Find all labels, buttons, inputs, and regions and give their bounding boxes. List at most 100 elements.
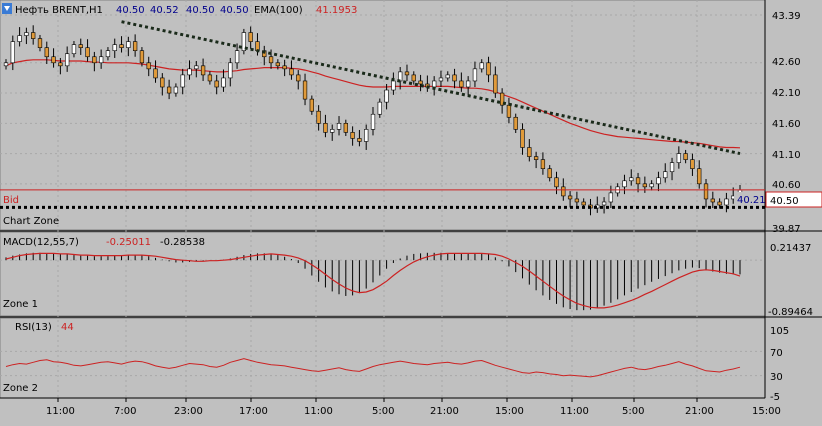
candle: [132, 34, 138, 57]
candle-body: [146, 62, 151, 70]
rsi-line: [5, 358, 741, 378]
time-tick: 11:00: [304, 406, 333, 417]
price-tick: 39.87: [772, 224, 801, 235]
candle-body: [200, 65, 206, 76]
candle-body: [601, 201, 607, 206]
candles-layer: [3, 25, 743, 216]
ema-value: 41.1953: [316, 5, 357, 16]
macd-value-1: -0.25011: [106, 237, 151, 248]
macd-label: MACD(12,55,7): [3, 237, 79, 248]
candle-body: [51, 56, 56, 64]
candle-body: [105, 50, 111, 58]
bid-price-value: 40.50: [770, 196, 799, 207]
candle-body: [78, 44, 83, 48]
candle-body: [173, 86, 179, 94]
candle-body: [465, 80, 471, 88]
candle-body: [452, 74, 457, 82]
candle-body: [499, 92, 505, 106]
candle-body: [296, 74, 301, 82]
candle-body: [248, 32, 253, 42]
candle: [200, 58, 206, 81]
candle: [438, 70, 444, 88]
time-tick: 5:00: [622, 406, 644, 417]
price-tick: 43.39: [772, 11, 801, 22]
candle-body: [343, 123, 348, 133]
candle-body: [391, 80, 396, 91]
candle-body: [608, 192, 614, 203]
candle-body: [527, 147, 532, 157]
candle-body: [323, 123, 328, 133]
ohlc-low: 40.50: [186, 5, 215, 16]
ema-line: [5, 59, 741, 149]
candle: [92, 51, 97, 72]
candle: [418, 74, 423, 92]
ohlc-close: 40.50: [220, 5, 249, 16]
macd-zone-label: Zone 1: [3, 299, 38, 310]
ema-label: EMA(100): [254, 5, 303, 16]
candle-body: [703, 183, 709, 200]
candle-body: [438, 77, 444, 82]
candle: [601, 197, 607, 214]
candle: [309, 95, 314, 115]
candle: [31, 25, 36, 45]
time-tick: 11:00: [46, 406, 75, 417]
candle-body: [445, 74, 450, 79]
candle: [452, 68, 457, 89]
candle-body: [194, 65, 199, 70]
ohlc-open: 40.50: [116, 5, 145, 16]
candle-body: [275, 62, 281, 67]
candle: [357, 129, 362, 147]
candle: [316, 105, 321, 131]
candle: [493, 66, 498, 98]
candle: [37, 34, 43, 52]
rsi-tick: 70: [770, 348, 783, 359]
candle-body: [411, 74, 416, 82]
candle: [112, 38, 117, 58]
candle: [574, 191, 580, 209]
candle: [323, 114, 328, 138]
candle: [717, 198, 722, 209]
candle-body: [234, 50, 240, 64]
candle-body: [656, 177, 661, 185]
candle: [370, 106, 376, 136]
candle-body: [71, 44, 77, 55]
candle-body: [44, 47, 49, 58]
candle: [364, 124, 369, 150]
candle: [228, 57, 233, 87]
candle: [126, 36, 131, 57]
time-tick: 21:00: [430, 406, 459, 417]
candle: [629, 169, 634, 186]
candle: [234, 43, 240, 69]
candle-body: [629, 177, 634, 182]
candle: [153, 60, 158, 83]
time-tick: 15:00: [495, 406, 524, 417]
rsi-tick: 105: [770, 326, 789, 337]
candle-body: [554, 177, 559, 188]
bid-label: Bid: [3, 195, 19, 206]
candle-body: [207, 74, 213, 82]
candle: [180, 68, 185, 95]
rsi-layer: [5, 358, 741, 378]
candle: [58, 57, 63, 75]
candle: [85, 39, 90, 62]
candle: [289, 60, 294, 80]
time-tick: 23:00: [174, 406, 203, 417]
candle-body: [370, 113, 376, 130]
candle: [554, 171, 559, 195]
candle-body: [112, 44, 117, 52]
candle-body: [350, 132, 355, 139]
candle-body: [574, 198, 580, 203]
candle: [649, 180, 654, 191]
candle-body: [520, 129, 525, 148]
candle: [710, 191, 715, 209]
candle-body: [24, 32, 29, 36]
candle-body: [479, 62, 484, 70]
macd-layer: [5, 252, 741, 311]
candle: [513, 113, 518, 133]
candle-body: [221, 77, 226, 88]
candle: [207, 71, 213, 85]
price-tick: 41.60: [772, 119, 801, 130]
candle: [622, 174, 627, 195]
candle: [547, 165, 552, 182]
candle: [486, 56, 491, 83]
